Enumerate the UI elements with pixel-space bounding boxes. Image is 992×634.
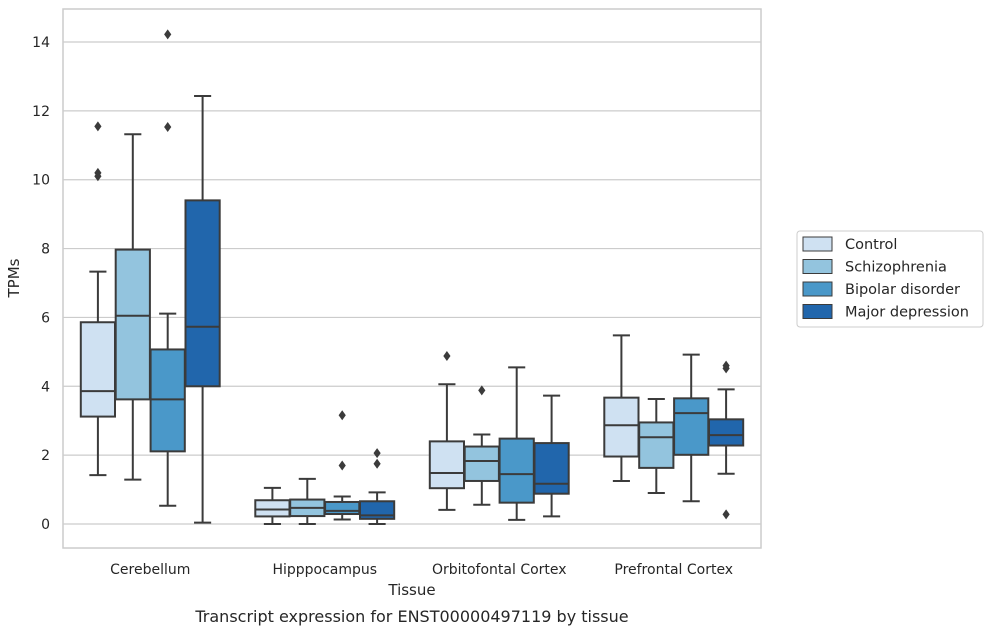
box <box>324 500 361 516</box>
x-tick-label: Orbitofontal Cortex <box>432 562 567 578</box>
legend-swatch <box>802 236 833 252</box>
box-group <box>638 398 675 495</box>
box <box>673 397 710 456</box>
x-axis-title: Tissue <box>387 581 435 599</box>
outlier-point <box>443 350 451 361</box>
legend-label: Schizophrenia <box>845 260 947 276</box>
box <box>707 418 745 447</box>
box-group <box>498 366 535 521</box>
box-group <box>358 448 396 525</box>
box-group <box>184 95 221 524</box>
legend-frame <box>796 230 984 328</box>
outlier-point <box>373 458 381 469</box>
x-tick-label: Hipppocampus <box>272 562 377 578</box>
box-group <box>673 353 710 503</box>
legend-label: Major depression <box>845 305 969 321</box>
box <box>114 248 151 401</box>
box-group <box>324 410 361 521</box>
box <box>463 445 500 482</box>
outlier-point <box>94 121 102 132</box>
boxes-layer <box>79 29 745 525</box>
legend-swatch <box>802 259 833 274</box>
box-group <box>114 133 151 481</box>
y-tick-label: 2 <box>41 448 50 464</box>
outlier-point <box>338 410 346 421</box>
x-tick-labels: Cerebellum Hipppocampus Orbitofontal Corte… <box>110 562 733 578</box>
y-tick-label: 6 <box>41 310 50 326</box>
outlier-point <box>722 509 730 520</box>
y-tick-label: 0 <box>41 517 50 533</box>
box <box>603 396 640 458</box>
legend: Control Schizophrenia Bipolar disorder Majo… <box>796 230 984 328</box>
outlier-point <box>164 29 172 40</box>
box-group <box>79 121 117 477</box>
legend-items: Control Schizophrenia Bipolar disorder Majo… <box>802 236 969 321</box>
x-tick-label: Cerebellum <box>110 562 190 578</box>
box <box>533 442 570 495</box>
box-group <box>707 360 745 520</box>
chart-caption: Transcript expression for ENST0000049711… <box>194 607 628 626</box>
y-tick-label: 8 <box>41 242 50 258</box>
y-tick-label: 12 <box>32 104 50 120</box>
legend-swatch <box>802 304 833 319</box>
legend-label: Control <box>845 237 897 253</box>
box-group <box>603 334 640 482</box>
outlier-point <box>373 448 381 459</box>
legend-swatch <box>802 281 833 297</box>
y-tick-label: 10 <box>32 173 50 189</box>
box <box>428 440 466 490</box>
y-tick-label: 14 <box>32 35 50 51</box>
y-tick-labels: 0 2 4 6 8 10 12 14 <box>32 35 50 533</box>
y-tick-label: 4 <box>41 379 50 395</box>
outlier-point <box>478 385 486 396</box>
outlier-point <box>94 171 102 182</box>
plot-frame <box>62 8 762 549</box>
x-tick-label: Prefrontal Cortex <box>614 562 733 578</box>
box <box>254 499 291 518</box>
outlier-point <box>722 363 730 374</box>
outlier-point <box>338 460 346 471</box>
box <box>498 437 535 504</box>
y-axis-title: TPMs <box>5 258 23 298</box>
box-group <box>428 350 466 511</box>
box-group <box>463 385 500 506</box>
outlier-point <box>164 122 172 133</box>
box <box>184 199 221 388</box>
box <box>79 321 117 418</box>
box-group <box>533 394 570 518</box>
box <box>149 348 186 453</box>
legend-label: Bipolar disorder <box>845 282 960 298</box>
box-group <box>149 29 186 507</box>
box <box>638 421 675 469</box>
